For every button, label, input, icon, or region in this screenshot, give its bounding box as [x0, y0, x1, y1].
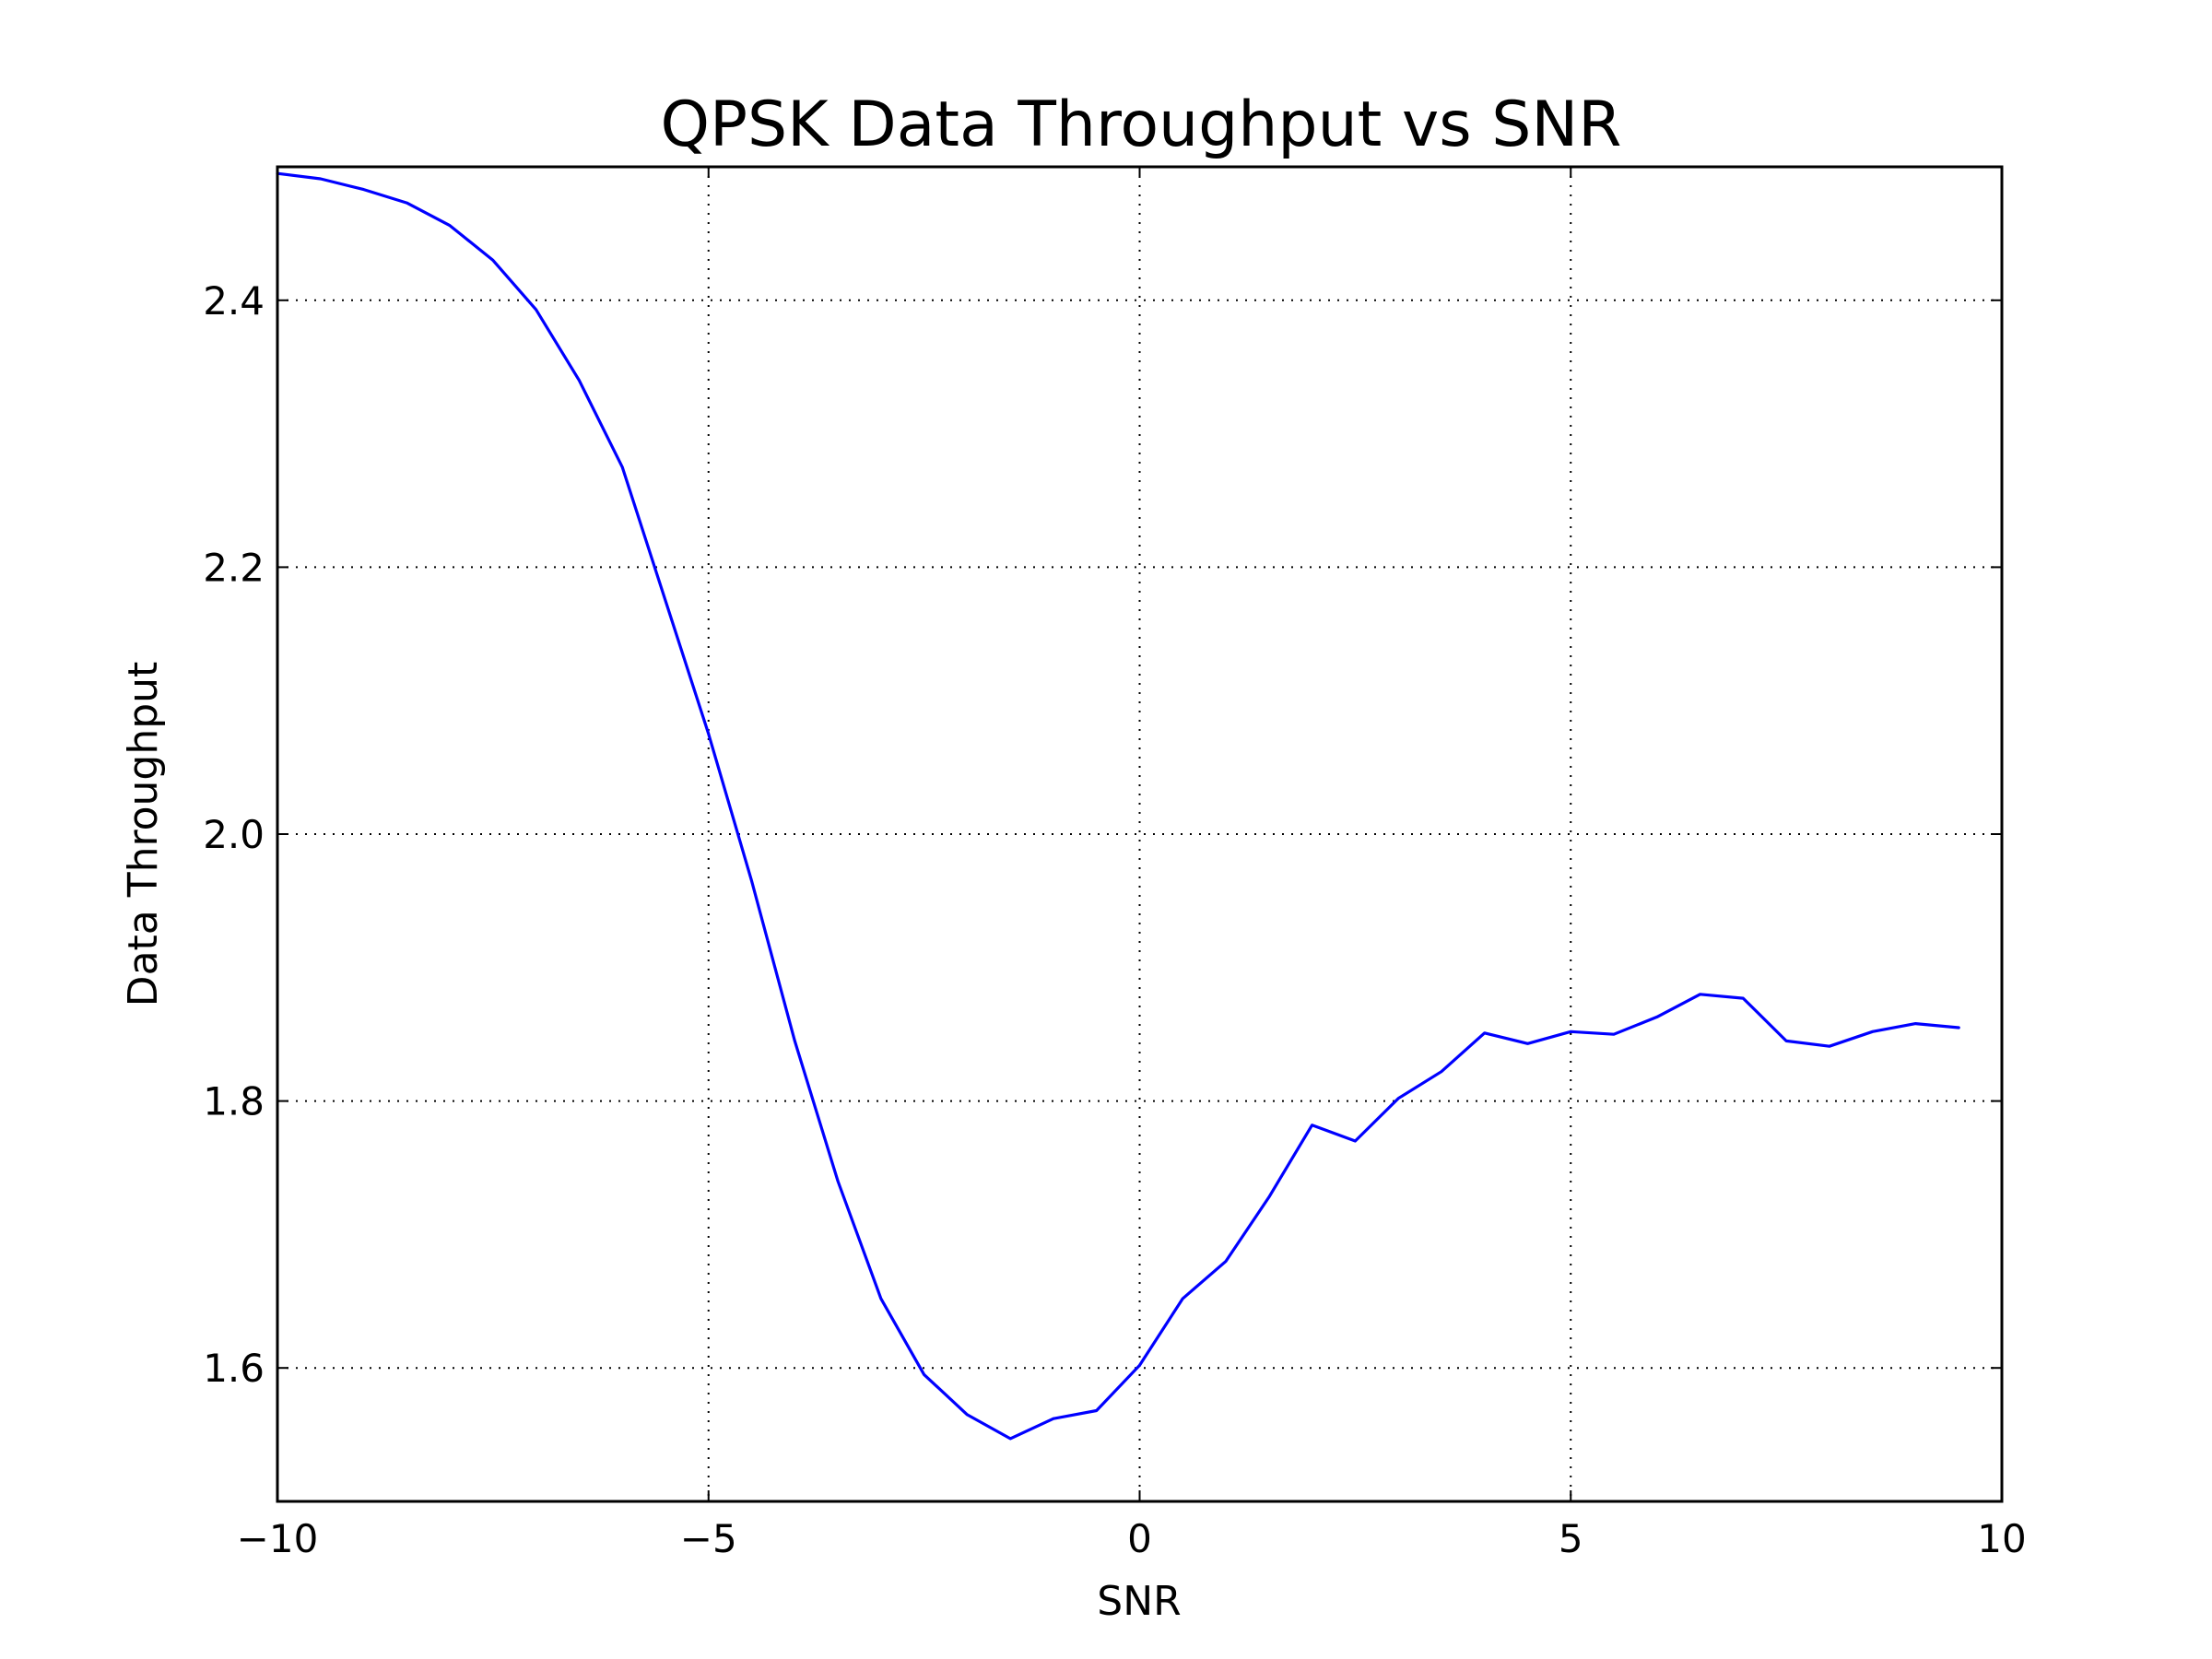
grid-lines: [277, 167, 2002, 1501]
y-tick-label: 1.8: [203, 1079, 265, 1124]
series-layer: [276, 171, 1960, 1441]
y-tick-label: 2.2: [203, 545, 265, 590]
x-tick-label: 10: [1977, 1516, 2026, 1561]
tick-labels: −10 −5 0 5 10 1.6 1.8 2.0 2.2 2.4: [203, 278, 2027, 1561]
y-tick-label: 2.0: [203, 812, 265, 857]
y-axis-label: Data Throughput: [120, 662, 167, 1007]
x-axis-label: SNR: [1097, 1578, 1181, 1625]
y-tick-label: 1.6: [203, 1346, 265, 1391]
series-line: [276, 171, 1960, 1441]
x-tick-label: 5: [1559, 1516, 1583, 1561]
chart-title: QPSK Data Throughput vs SNR: [660, 88, 1621, 161]
plot-frame: [276, 165, 2004, 1503]
x-tick-label: −10: [237, 1516, 319, 1561]
y-tick-label: 2.4: [203, 278, 265, 324]
x-tick-label: 0: [1127, 1516, 1152, 1561]
x-tick-label: −5: [680, 1516, 737, 1561]
